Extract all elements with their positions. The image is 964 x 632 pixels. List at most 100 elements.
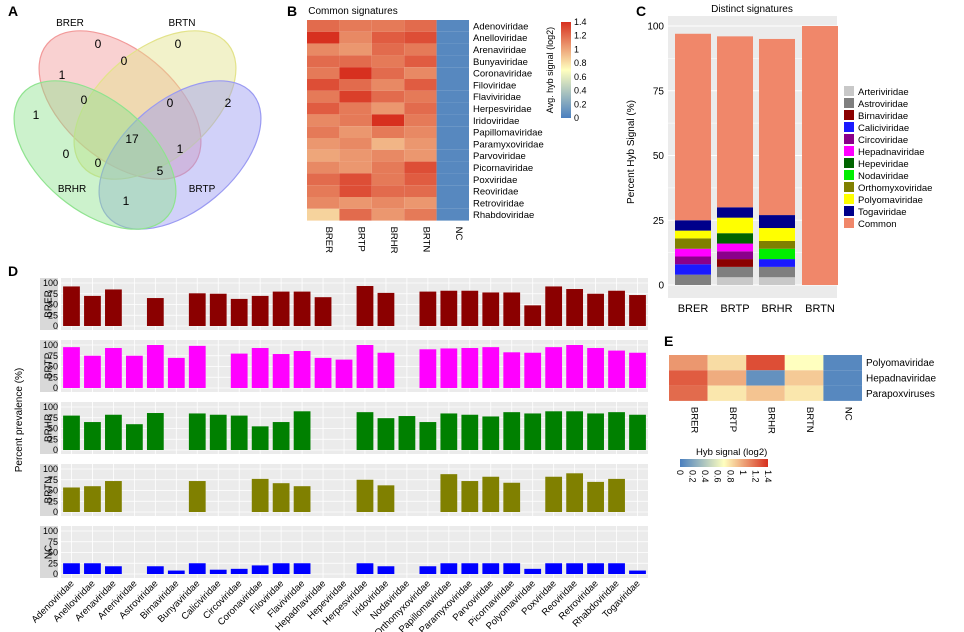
- heatmap-row-label: Iridoviridae: [473, 116, 519, 127]
- heatmap-row-label: Papillomaviridae: [473, 128, 543, 139]
- stacked-bar-segment: [759, 266, 795, 278]
- heatmap-cell: [404, 67, 437, 79]
- bar: [272, 291, 290, 326]
- facet-strip: [40, 340, 58, 392]
- bar: [566, 345, 584, 388]
- heatmap-cell: [339, 20, 372, 32]
- heatmap-cell: [404, 197, 437, 209]
- venn-count: 1: [59, 68, 66, 82]
- heatmap-cell: [784, 385, 824, 401]
- heatmap-cell: [307, 55, 340, 68]
- heatmap-cell: [784, 355, 824, 371]
- facet-strip-label: BRER: [44, 290, 55, 318]
- legend-label: Caliciviridae: [858, 123, 909, 134]
- y-tick-label: 75: [48, 289, 58, 299]
- stacked-bar-segment: [759, 228, 795, 241]
- heatmap-cell: [307, 185, 340, 197]
- legend-swatch: [844, 146, 854, 156]
- heatmap-cell: [371, 90, 405, 103]
- stacked-bar-segment: [675, 264, 711, 275]
- bar: [356, 286, 374, 326]
- y-tick-label: 25: [48, 310, 58, 320]
- heatmap-cell: [404, 20, 437, 32]
- y-tick-label: 100: [647, 22, 664, 33]
- y-tick-label: 50: [48, 548, 58, 558]
- colorbar-tick: 0.4: [574, 86, 587, 96]
- bar: [566, 411, 584, 450]
- stacked-bar-segment: [675, 274, 711, 285]
- x-tick-label: BRTN: [805, 303, 835, 315]
- heatmap-cell: [436, 43, 469, 56]
- heatmap-cell: [404, 102, 437, 115]
- heatmap-cell: [307, 31, 340, 44]
- bar: [545, 411, 563, 450]
- bar: [146, 413, 164, 450]
- heatmap-row-label: Retroviridae: [473, 198, 524, 209]
- stacked-bar-segment: [759, 248, 795, 260]
- bar: [230, 415, 248, 450]
- heatmap-cell: [404, 161, 437, 174]
- bar: [482, 347, 500, 388]
- bar: [230, 353, 248, 388]
- bar: [419, 349, 437, 388]
- y-tick-label: 100: [43, 526, 58, 536]
- stacked-bar-segment: [717, 243, 753, 252]
- bar: [482, 476, 500, 512]
- facet-strip-label: NC: [44, 545, 55, 559]
- heatmap-cell: [371, 138, 405, 150]
- x-tick-label: BRER: [678, 303, 709, 315]
- bar: [566, 563, 584, 574]
- y-tick-label: 50: [653, 151, 665, 162]
- bar: [84, 422, 101, 450]
- bar: [461, 481, 479, 512]
- heatmap-cell: [307, 67, 340, 79]
- bar: [314, 357, 332, 388]
- heatmap-cell: [371, 102, 405, 115]
- bar: [293, 351, 311, 388]
- panel-labels: A B C D E: [8, 3, 673, 349]
- colorbar-title: Avg. hyb signal (log2): [545, 27, 555, 113]
- colorbar-tick: 0.8: [725, 470, 735, 483]
- x-tick-label: BRTP: [720, 303, 749, 315]
- y-tick-label: 0: [53, 569, 58, 579]
- heatmap-cell: [339, 55, 372, 68]
- heatmap-col-label: BRER: [688, 407, 699, 434]
- bar: [629, 295, 646, 326]
- heatmap-cell: [404, 208, 437, 221]
- heatmap-cell: [371, 173, 405, 186]
- facet-strip-label: BRTP: [44, 352, 55, 379]
- legend-label: Nodaviridae: [858, 171, 909, 182]
- stacked-bar-segment: [759, 240, 795, 249]
- legend-label: Arteriviridae: [858, 87, 909, 98]
- stacked-bar-segment: [717, 207, 753, 218]
- venn-count: 1: [33, 108, 40, 122]
- bar: [419, 566, 437, 574]
- heatmap-col-label: NC: [453, 227, 464, 241]
- heatmap-col-label: BRER: [323, 227, 334, 254]
- heatmap-cell: [371, 114, 405, 127]
- y-tick-label: 75: [48, 351, 58, 361]
- heatmap-cell: [436, 161, 469, 174]
- heatmap-cell: [307, 43, 340, 56]
- heatmap-row-label: Poxviridae: [473, 175, 517, 186]
- colorbar-tick: 0.8: [574, 58, 587, 68]
- y-tick-label: 50: [48, 486, 58, 496]
- heatmap-cell: [339, 79, 372, 91]
- stacked-bar-segment: [717, 251, 753, 260]
- facet-strip: [40, 464, 58, 516]
- colorbar-title: Hyb signal (log2): [696, 447, 767, 458]
- bar: [524, 568, 542, 574]
- venn-count: 1: [177, 142, 184, 156]
- legend-swatch: [844, 206, 854, 216]
- bar: [545, 347, 563, 388]
- heatmap-cell: [307, 197, 340, 209]
- heatmap-row-label: Arenaviridae: [473, 45, 526, 56]
- bar: [84, 295, 101, 326]
- bar: [167, 570, 185, 574]
- panel-label-d: D: [8, 263, 18, 279]
- heatmap-cell: [307, 149, 340, 162]
- colorbar-tick: 1.4: [763, 470, 773, 483]
- legend-swatch: [844, 170, 854, 180]
- stacked-bar-segment: [675, 230, 711, 239]
- y-tick-label: 75: [48, 475, 58, 485]
